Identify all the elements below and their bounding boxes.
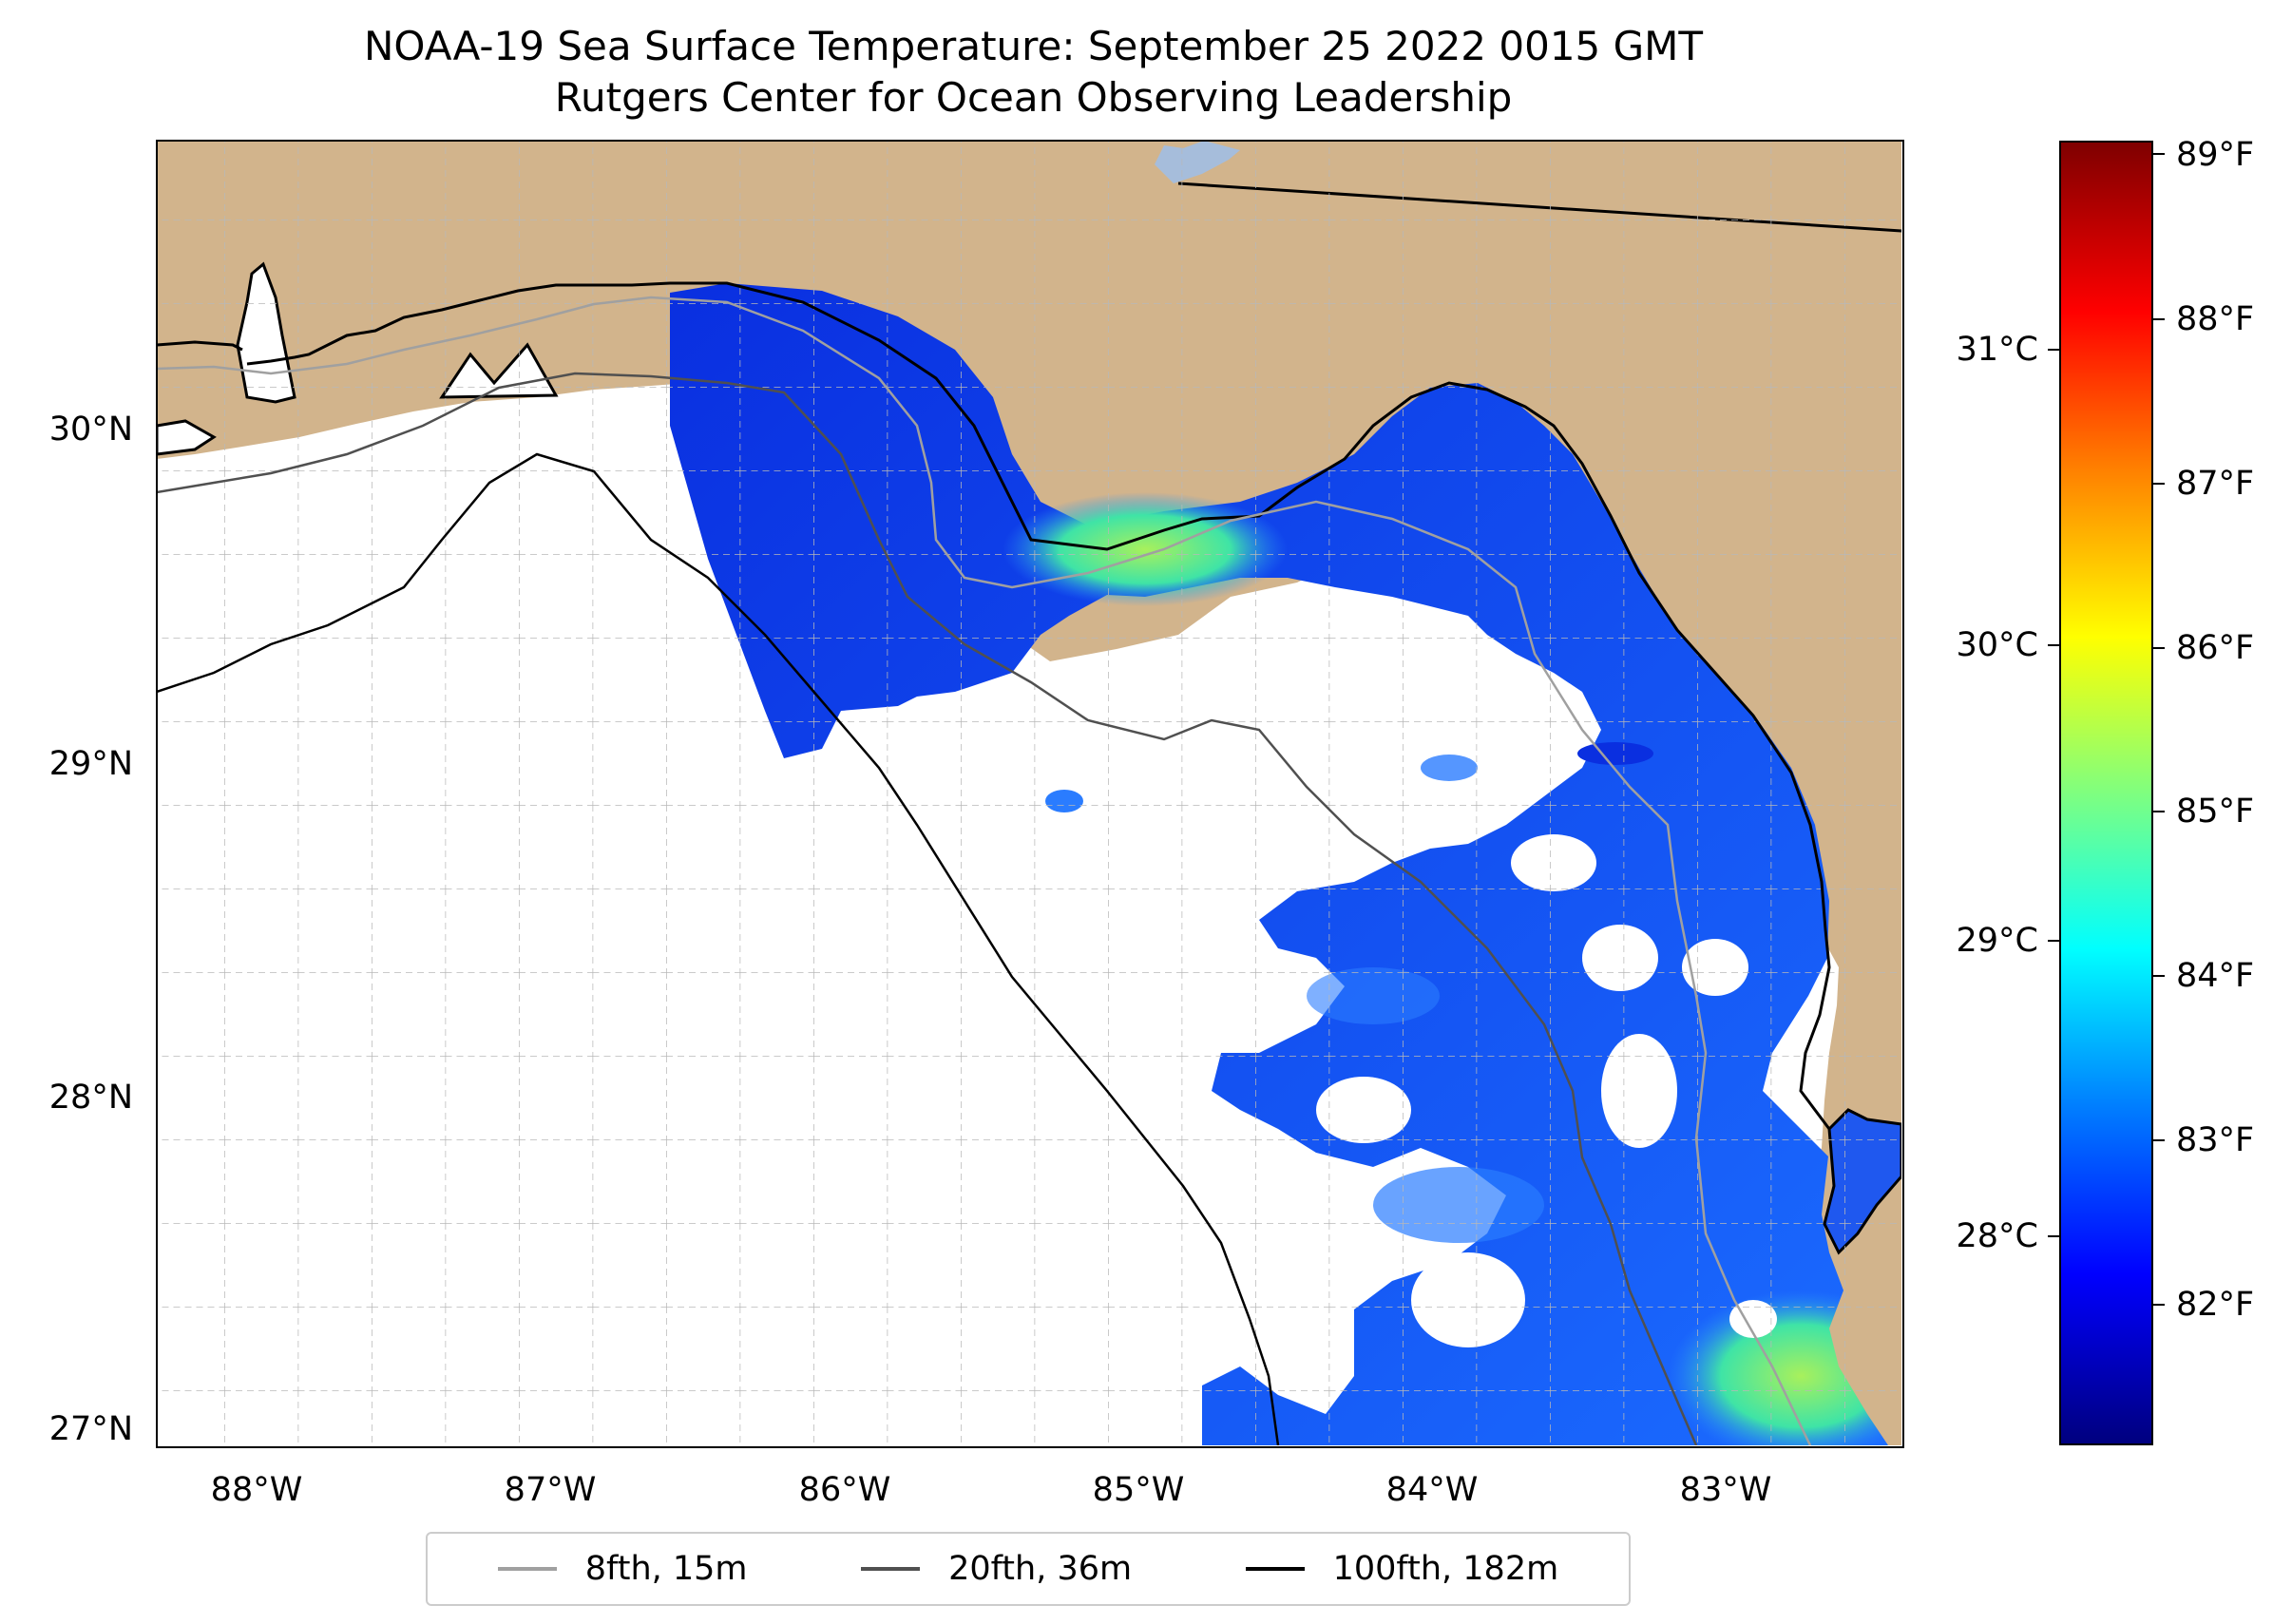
colorbar-tick bbox=[2153, 647, 2165, 649]
lon-label-83w: 83°W bbox=[1679, 1471, 1772, 1509]
lat-label-29n: 29°N bbox=[48, 745, 133, 783]
colorbar-label-29c: 29°C bbox=[1956, 922, 2038, 960]
legend-label-182m: 100fth, 182m bbox=[1332, 1550, 1559, 1588]
legend-swatch-182m bbox=[1245, 1567, 1305, 1571]
map-subtitle: Rutgers Center for Ocean Observing Leade… bbox=[554, 74, 1513, 121]
colorbar-tick bbox=[2048, 644, 2059, 646]
colorbar-tick bbox=[2153, 811, 2165, 812]
legend-label-36m: 20fth, 36m bbox=[948, 1550, 1133, 1588]
lat-label-30n: 30°N bbox=[48, 411, 133, 449]
legend-swatch-15m bbox=[497, 1567, 557, 1571]
legend-item-182m: 100fth, 182m bbox=[1245, 1550, 1559, 1588]
lon-label-88w: 88°W bbox=[210, 1471, 303, 1509]
colorbar-label-87f: 87°F bbox=[2176, 465, 2255, 503]
lon-label-86w: 86°W bbox=[798, 1471, 891, 1509]
colorbar-label-28c: 28°C bbox=[1956, 1217, 2038, 1255]
legend-item-36m: 20fth, 36m bbox=[861, 1550, 1132, 1588]
lon-label-84w: 84°W bbox=[1385, 1471, 1479, 1509]
coastline bbox=[157, 281, 1831, 1130]
colorbar-tick bbox=[2048, 349, 2059, 351]
colorbar-label-82f: 82°F bbox=[2176, 1286, 2255, 1324]
gridlines bbox=[157, 141, 1901, 1445]
colorbar-label-85f: 85°F bbox=[2176, 793, 2255, 831]
lat-label-28n: 28°N bbox=[48, 1079, 133, 1117]
legend-item-15m: 8fth, 15m bbox=[497, 1550, 748, 1588]
colorbar-label-89f: 89°F bbox=[2176, 136, 2255, 174]
colorbar-tick bbox=[2048, 940, 2059, 942]
lat-label-27n: 27°N bbox=[48, 1410, 133, 1448]
sst-map bbox=[157, 141, 1901, 1445]
temperature-colorbar bbox=[2059, 141, 2153, 1445]
colorbar-tick bbox=[2153, 975, 2165, 977]
legend-label-15m: 8fth, 15m bbox=[584, 1550, 748, 1588]
lon-label-85w: 85°W bbox=[1092, 1471, 1185, 1509]
colorbar-label-83f: 83°F bbox=[2176, 1121, 2255, 1159]
lon-label-87w: 87°W bbox=[504, 1471, 597, 1509]
colorbar-label-30c: 30°C bbox=[1956, 626, 2038, 664]
colorbar-label-88f: 88°F bbox=[2176, 300, 2255, 338]
map-title: NOAA-19 Sea Surface Temperature: Septemb… bbox=[363, 23, 1704, 69]
colorbar-label-31c: 31°C bbox=[1956, 331, 2038, 369]
legend-swatch-36m bbox=[861, 1567, 921, 1571]
isobath-182m bbox=[157, 452, 1280, 1445]
colorbar-tick bbox=[2153, 153, 2165, 155]
colorbar-tick bbox=[2153, 1304, 2165, 1306]
colorbar-label-84f: 84°F bbox=[2176, 957, 2255, 995]
isobath-36m bbox=[157, 372, 1698, 1445]
colorbar-tick bbox=[2153, 1139, 2165, 1141]
colorbar-label-86f: 86°F bbox=[2176, 629, 2255, 667]
colorbar-tick bbox=[2153, 318, 2165, 320]
isobath-15m bbox=[157, 296, 1812, 1445]
colorbar-tick bbox=[2153, 483, 2165, 485]
isobath-legend: 8fth, 15m 20fth, 36m 100fth, 182m bbox=[426, 1532, 1631, 1606]
colorbar-tick bbox=[2048, 1235, 2059, 1237]
